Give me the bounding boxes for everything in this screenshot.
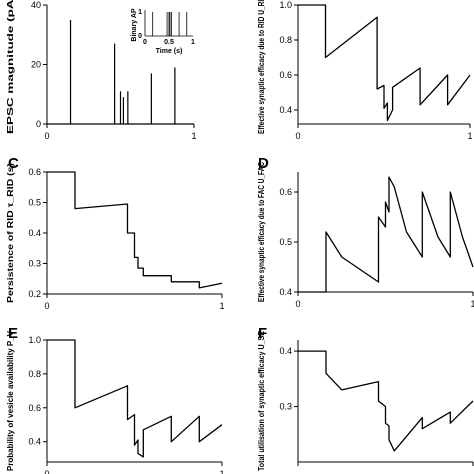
y-tick-label: 0.3 [279, 402, 292, 412]
y-tick-label: 0.5 [279, 237, 292, 247]
y-axis-label: EPSC magnitude (pA) [6, 0, 15, 134]
y-tick-label: 0.4 [28, 437, 41, 447]
y-tick-label: 0 [36, 119, 41, 129]
y-tick-label: 0.5 [28, 198, 41, 208]
y-tick-label: 20 [31, 60, 41, 70]
x-tick-label: 1 [467, 131, 472, 141]
series-line [298, 176, 474, 293]
y-tick-label: 0.8 [28, 369, 41, 379]
series-line [47, 171, 223, 289]
series-line [298, 4, 471, 122]
y-axis-label: Effective synaptic efficacy due to FAC U… [257, 162, 266, 302]
panel-e: 0.4 0.6 0.8 1.0 0 1 Probability of vesicle ava… [6, 325, 225, 474]
inset-x-tick-label: 1 [191, 39, 195, 46]
panel-a: 0 20 40 0 1 EPSC magnitude (pA) 0 0.5 1 0 1 Time (s… [6, 0, 197, 141]
y-tick-label: 0.3 [28, 259, 41, 269]
y-tick-label: 0.6 [279, 70, 292, 80]
x-tick-label: 0 [295, 131, 300, 141]
panel-c: 0.2 0.3 0.4 0.5 0.6 0 1 Persistence of RID τ_RI… [6, 155, 225, 311]
x-tick-label: 0 [44, 301, 49, 311]
panel-b: 0.4 0.6 0.8 1.0 0 1 Effective synaptic efficac… [257, 0, 473, 141]
inset-x-tick-label: 0 [143, 39, 147, 46]
inset-x-tick-label: 0.5 [164, 39, 174, 46]
y-tick-label: 0.8 [279, 35, 292, 45]
x-tick-label: 1 [470, 299, 474, 309]
y-tick-label: 40 [31, 0, 41, 10]
panel-f: 0.3 0.4 Total utilisation of synaptic effi… [257, 325, 474, 471]
panel-letter: E [8, 325, 18, 342]
y-tick-label: 1.0 [28, 335, 41, 345]
inset-y-tick-label: 1 [138, 9, 142, 16]
panel-letter: C [8, 155, 19, 172]
y-tick-label: 0.4 [279, 105, 292, 115]
y-tick-label: 0.6 [279, 187, 292, 197]
y-tick-label: 0.4 [279, 346, 292, 356]
y-tick-label: 1.0 [279, 0, 292, 10]
x-tick-label: 1 [219, 469, 224, 474]
y-tick-label: 0.2 [28, 289, 41, 299]
series-line [47, 339, 223, 458]
x-tick-label: 1 [191, 131, 196, 141]
series-line [298, 350, 474, 452]
inset-binary-ap: 0 0.5 1 0 1 Time (s) Binary AP [131, 8, 195, 55]
x-tick-label: 0 [295, 299, 300, 309]
y-axis-label: Persistence of RID τ_RID (s) [6, 163, 15, 303]
x-tick-label: 1 [219, 301, 224, 311]
y-axis-label: Probability of vesicle availability P_V [6, 330, 15, 471]
panel-letter: D [258, 155, 269, 172]
y-axis-label: Total utilisation of synaptic efficacy U… [257, 331, 266, 471]
x-tick-label: 0 [44, 131, 49, 141]
x-tick-label: 0 [44, 469, 49, 474]
y-tick-label: 0.6 [28, 167, 41, 177]
y-axis-label: Effective synaptic efficacy due to RID U… [257, 0, 266, 134]
y-tick-label: 0.4 [28, 228, 41, 238]
panel-d: 0.4 0.5 0.6 0 1 Effective synaptic efficacy d… [257, 155, 474, 309]
inset-x-axis-label: Time (s) [156, 48, 183, 55]
panel-letter: F [258, 325, 267, 342]
inset-y-axis-label: Binary AP [131, 8, 138, 42]
y-tick-label: 0.6 [28, 403, 41, 413]
inset-y-tick-label: 0 [138, 33, 142, 40]
y-tick-label: 0.4 [279, 287, 292, 297]
